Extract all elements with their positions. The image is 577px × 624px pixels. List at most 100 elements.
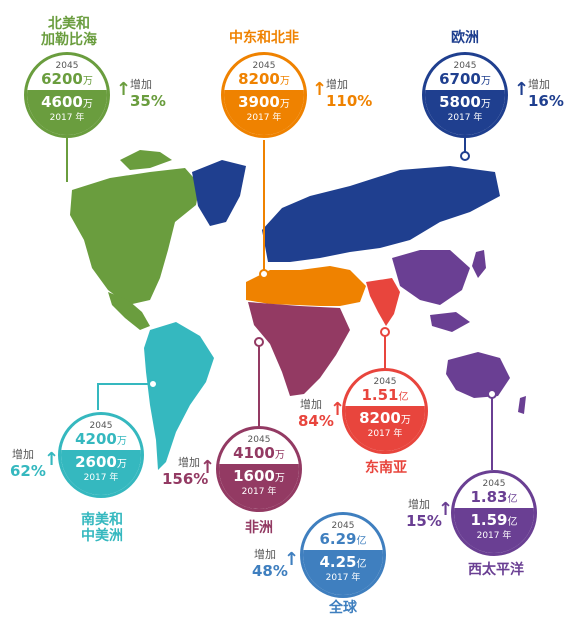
region-name-africa: 非洲 bbox=[230, 520, 288, 536]
growth-europe: ↑ 增加 16% bbox=[514, 78, 574, 114]
value-2017: 8200万 bbox=[359, 409, 411, 428]
map-central-america bbox=[108, 292, 150, 330]
value-2045: 8200万 bbox=[238, 70, 290, 88]
map-europe-russia bbox=[262, 166, 500, 262]
badge-middle-east: 2045 8200万 3900万 2017 年 bbox=[221, 52, 307, 138]
map-sea-islands bbox=[430, 312, 470, 332]
badge-bottom: 8200万 2017 年 bbox=[345, 406, 425, 451]
map-north-america bbox=[70, 168, 200, 305]
year-2017-label: 2017 年 bbox=[367, 429, 403, 440]
connector-dot-middle-east bbox=[259, 269, 269, 279]
year-2017-label: 2017 年 bbox=[325, 573, 361, 584]
value-2045: 6200万 bbox=[41, 70, 93, 88]
map-mena bbox=[246, 266, 366, 306]
region-name-middle-east: 中东和北非 bbox=[219, 30, 309, 46]
year-2017-label: 2017 年 bbox=[241, 487, 277, 498]
year-2017-label: 2017 年 bbox=[447, 113, 483, 124]
badge-bottom: 1.59亿 2017 年 bbox=[454, 508, 534, 553]
map-japan bbox=[472, 250, 486, 278]
name-line1: 北美和 bbox=[48, 16, 90, 32]
value-2017: 2600万 bbox=[75, 453, 127, 472]
map-australia bbox=[446, 352, 510, 398]
growth-pacific: ↑ 增加 15% bbox=[404, 498, 464, 534]
connector-dot-pacific bbox=[487, 389, 497, 399]
growth-global: ↑ 增加 48% bbox=[250, 548, 310, 584]
up-arrow-icon: ↑ bbox=[44, 449, 60, 470]
badge-bottom: 3900万 2017 年 bbox=[224, 90, 304, 135]
up-arrow-icon: ↑ bbox=[330, 399, 346, 420]
value-2017: 1.59亿 bbox=[470, 511, 518, 530]
year-2017-label: 2017 年 bbox=[246, 113, 282, 124]
growth-label: 增加 bbox=[178, 456, 200, 469]
growth-percent: 15% bbox=[406, 512, 442, 530]
growth-label: 增加 bbox=[408, 498, 430, 511]
connector-dot-africa bbox=[254, 337, 264, 347]
year-2017-label: 2017 年 bbox=[49, 113, 85, 124]
badge-top: 2045 1.51亿 bbox=[345, 371, 425, 406]
growth-label: 增加 bbox=[130, 78, 152, 91]
region-name-south-asia: 东南亚 bbox=[350, 460, 422, 476]
connector-dot-europe bbox=[460, 151, 470, 161]
region-name-pacific: 西太平洋 bbox=[456, 562, 536, 578]
value-2017: 4.25亿 bbox=[319, 553, 367, 572]
up-arrow-icon: ↑ bbox=[116, 79, 132, 100]
year-2045-label: 2045 bbox=[482, 479, 506, 489]
year-2045-label: 2045 bbox=[453, 61, 477, 71]
year-2045-label: 2045 bbox=[89, 421, 113, 431]
growth-label: 增加 bbox=[12, 448, 34, 461]
growth-percent: 62% bbox=[10, 462, 46, 480]
region-name-europe: 欧洲 bbox=[432, 30, 498, 46]
name-line1: 西太平洋 bbox=[468, 562, 524, 578]
badge-bottom: 4.25亿 2017 年 bbox=[303, 550, 383, 595]
badge-south-asia: 2045 1.51亿 8200万 2017 年 bbox=[342, 368, 428, 454]
map-arctic-canada bbox=[120, 150, 172, 170]
region-name-north-america: 北美和 加勒比海 bbox=[34, 16, 104, 48]
growth-north-america: ↑ 增加 35% bbox=[116, 78, 176, 114]
year-2045-label: 2045 bbox=[331, 521, 355, 531]
name-line2: 加勒比海 bbox=[41, 32, 97, 48]
badge-top: 2045 6700万 bbox=[425, 55, 505, 90]
map-greenland bbox=[192, 160, 246, 226]
name-line2: 中美洲 bbox=[81, 528, 123, 544]
badge-top: 2045 6200万 bbox=[27, 55, 107, 90]
name-line1: 欧洲 bbox=[451, 30, 479, 46]
badge-top: 2045 1.83亿 bbox=[454, 473, 534, 508]
value-2017: 4600万 bbox=[41, 93, 93, 112]
badge-africa: 2045 4100万 1600万 2017 年 bbox=[216, 426, 302, 512]
badge-top: 2045 8200万 bbox=[224, 55, 304, 90]
map-south-america bbox=[144, 322, 214, 470]
year-2017-label: 2017 年 bbox=[83, 473, 119, 484]
region-name-south-america: 南美和 中美洲 bbox=[66, 512, 138, 544]
year-2045-label: 2045 bbox=[252, 61, 276, 71]
up-arrow-icon: ↑ bbox=[312, 79, 328, 100]
name-line1: 非洲 bbox=[245, 520, 273, 536]
value-2045: 4200万 bbox=[75, 430, 127, 448]
value-2045: 1.83亿 bbox=[470, 488, 518, 506]
growth-percent: 156% bbox=[162, 470, 209, 488]
badge-south-america: 2045 4200万 2600万 2017 年 bbox=[58, 412, 144, 498]
growth-label: 增加 bbox=[300, 398, 322, 411]
name-line1: 南美和 bbox=[81, 512, 123, 528]
map-south-asia bbox=[366, 278, 400, 326]
growth-label: 增加 bbox=[326, 78, 348, 91]
value-2017: 3900万 bbox=[238, 93, 290, 112]
value-2045: 6700万 bbox=[439, 70, 491, 88]
up-arrow-icon: ↑ bbox=[438, 499, 454, 520]
connector-dot-south-asia bbox=[380, 327, 390, 337]
growth-percent: 110% bbox=[326, 92, 373, 110]
connector-south-america bbox=[97, 383, 153, 410]
badge-europe: 2045 6700万 5800万 2017 年 bbox=[422, 52, 508, 138]
value-2045: 1.51亿 bbox=[361, 386, 409, 404]
badge-top: 2045 4100万 bbox=[219, 429, 299, 464]
up-arrow-icon: ↑ bbox=[514, 79, 530, 100]
year-2045-label: 2045 bbox=[55, 61, 79, 71]
badge-global: 2045 6.29亿 4.25亿 2017 年 bbox=[300, 512, 386, 598]
map-africa bbox=[248, 302, 350, 396]
badge-north-america: 2045 6200万 4600万 2017 年 bbox=[24, 52, 110, 138]
name-line1: 中东和北非 bbox=[229, 30, 299, 46]
year-2045-label: 2045 bbox=[373, 377, 397, 387]
badge-top: 2045 6.29亿 bbox=[303, 515, 383, 550]
growth-south-america: ↑ 增加 62% bbox=[10, 448, 70, 484]
